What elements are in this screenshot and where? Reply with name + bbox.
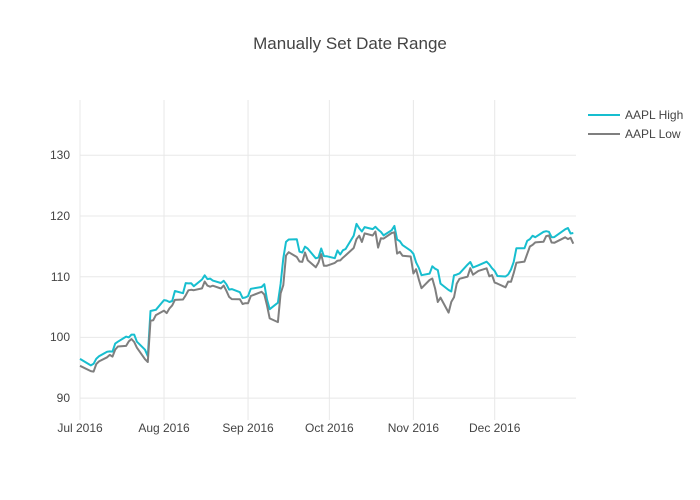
- legend-line-swatch-high-icon: [588, 113, 620, 116]
- series-line-aapl-high[interactable]: [79, 222, 574, 367]
- x-tick-label: Jul 2016: [57, 421, 103, 435]
- chart-title: Manually Set Date Range: [253, 34, 447, 53]
- y-tick-label: 120: [49, 208, 70, 223]
- legend-label-aapl-high: AAPL High: [625, 107, 684, 122]
- y-tick-label: 100: [49, 330, 70, 345]
- y-tick-label: 130: [49, 148, 70, 163]
- x-tick-label: Aug 2016: [138, 421, 190, 435]
- y-tick-label: 90: [56, 391, 70, 406]
- x-tick-label: Oct 2016: [304, 421, 354, 435]
- x-tick-label: Sep 2016: [222, 421, 274, 435]
- legend-label-aapl-low: AAPL Low: [625, 126, 681, 141]
- y-tick-label: 110: [50, 269, 70, 284]
- legend-line-swatch-low-icon: [588, 132, 620, 135]
- legend: AAPL High AAPL Low: [588, 105, 683, 143]
- legend-item-aapl-high[interactable]: AAPL High: [588, 105, 683, 124]
- legend-item-aapl-low[interactable]: AAPL Low: [588, 124, 683, 143]
- x-tick-label: Nov 2016: [387, 421, 440, 435]
- x-tick-label: Dec 2016: [469, 421, 521, 435]
- series-line-aapl-low[interactable]: [79, 230, 575, 373]
